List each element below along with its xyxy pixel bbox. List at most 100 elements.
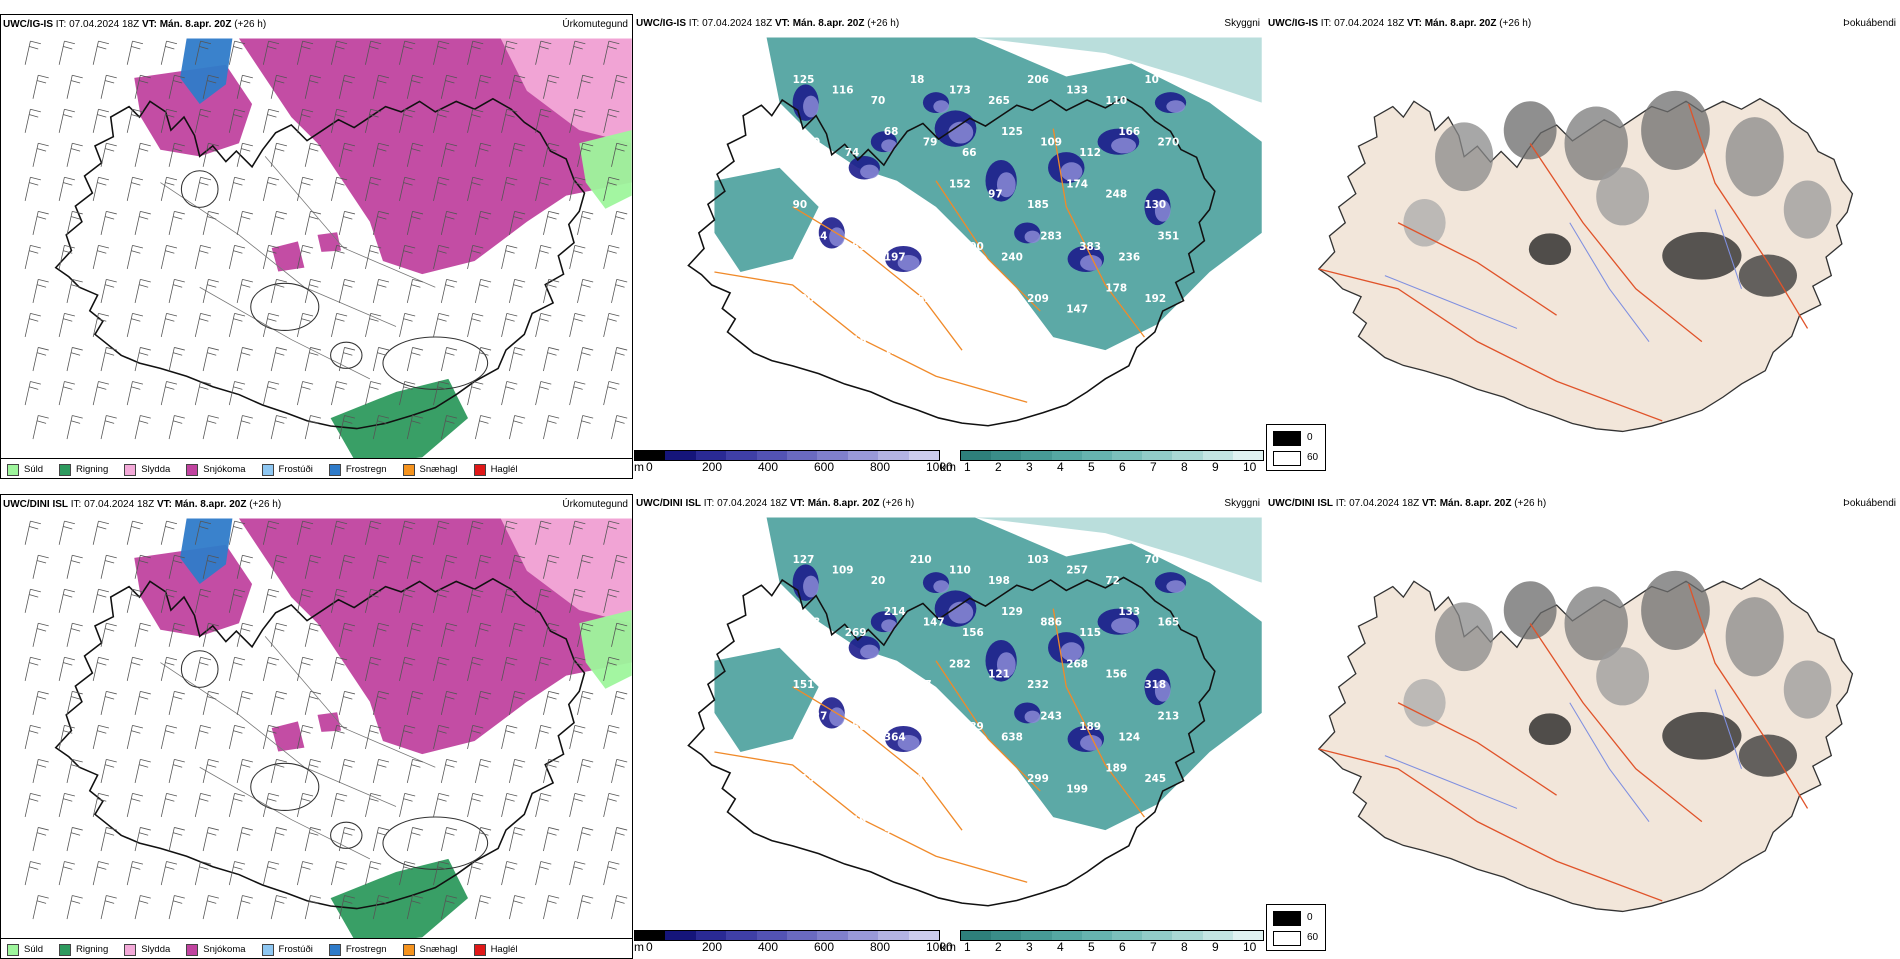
model-name: UWC/IG-IS xyxy=(636,18,686,29)
visibility-tick: 6 xyxy=(1119,460,1126,474)
colorbar-step xyxy=(1051,931,1082,940)
panel-title: Úrkomutegund xyxy=(562,19,628,30)
colorbar-step xyxy=(817,931,848,940)
fog-legend-swatch xyxy=(1273,931,1301,946)
cloud-base-value: 318 xyxy=(1144,679,1166,691)
cloud-base-value: 188 xyxy=(988,283,1010,295)
precip-type-legend: Súld Rigning Slydda Snjókoma Frostúði Frostre… xyxy=(1,938,632,958)
visibility-tick: 9 xyxy=(1212,940,1219,954)
precip-map xyxy=(24,518,632,940)
cloud-base-tick: 800 xyxy=(870,460,891,474)
colorbar-step xyxy=(1172,451,1203,460)
cloud-base-value: 116 xyxy=(832,84,854,96)
cloud-base-value: 88 xyxy=(806,617,820,629)
fog-legend-value: 0 xyxy=(1307,432,1313,443)
model-name: UWC/DINI ISL xyxy=(3,499,68,510)
panel-header: UWC/DINI ISL IT: 07.04.2024 18Z VT: Mán.… xyxy=(636,498,914,509)
cloud-base-value: 86 xyxy=(871,669,885,681)
cloud-base-value: 88 xyxy=(871,189,885,201)
model-name: UWC/DINI ISL xyxy=(1268,498,1333,509)
model-name: UWC/DINI ISL xyxy=(636,498,701,509)
valid-time: VT: Mán. 8.apr. 20Z xyxy=(156,499,247,510)
cloud-base-value: 420 xyxy=(832,783,854,795)
precip-type-legend: Súld Rigning Slydda Snjókoma Frostúði Frostre… xyxy=(1,458,632,478)
cloud-base-value: 283 xyxy=(1040,230,1062,242)
cloud-base-value: 257 xyxy=(1066,564,1088,576)
cloud-base-value: 165 xyxy=(1157,617,1179,629)
cloud-base-value: 110 xyxy=(949,564,971,576)
cloud-base-value: 886 xyxy=(1040,617,1062,629)
cloud-base-value: 236 xyxy=(871,763,893,775)
cloud-base-value: 68 xyxy=(884,126,898,138)
visibility-unit: km xyxy=(940,940,956,954)
cloud-base-value: 227 xyxy=(806,710,828,722)
colorbar-step xyxy=(961,931,992,940)
cloud-base-value: 189 xyxy=(1079,721,1101,733)
cloud-base-value: 103 xyxy=(1027,554,1049,566)
cloud-base-value: 63 xyxy=(910,199,924,211)
colorbar-step xyxy=(1142,451,1173,460)
cloud-base-value: 66 xyxy=(962,147,976,159)
init-time: IT: 07.04.2024 18Z xyxy=(68,499,157,510)
cloud-base-colorbar xyxy=(634,450,940,461)
fog-indicator-panel: UWC/IG-IS IT: 07.04.2024 18Z VT: Mán. 8.… xyxy=(1266,14,1900,479)
cloud-base-value: 285 xyxy=(806,836,828,848)
cloud-base-value: 364 xyxy=(884,731,906,743)
panel-header: UWC/IG-IS IT: 07.04.2024 18Z VT: Mán. 8.… xyxy=(3,19,266,30)
legend-item: Snæhagl xyxy=(402,463,458,476)
cloud-base-value: 240 xyxy=(1001,251,1023,263)
cloud-base-value: 117 xyxy=(910,773,932,785)
lead-time: (+26 h) xyxy=(231,19,267,30)
cloud-base-value: 256 xyxy=(988,763,1010,775)
cloud-base-value: 250 xyxy=(845,721,867,733)
legend-item: Súld xyxy=(7,463,43,476)
cloud-base-value: 268 xyxy=(1066,658,1088,670)
cloud-base-tick: 0 xyxy=(646,460,653,474)
cloud-base-value: 279 xyxy=(923,710,945,722)
cloud-base-unit: m xyxy=(634,460,644,474)
legend-swatch xyxy=(261,463,274,476)
colorbar-step xyxy=(1081,451,1113,460)
panel-title: Þokuábendi xyxy=(1843,498,1896,509)
legend-label: Haglél xyxy=(490,464,518,475)
valid-time: VT: Mán. 8.apr. 20Z xyxy=(1421,498,1512,509)
visibility-tick: 2 xyxy=(995,940,1002,954)
valid-time: VT: Mán. 8.apr. 20Z xyxy=(774,18,865,29)
cloud-base-tick: 600 xyxy=(814,940,835,954)
cloud-base-map: 127 109 20 210 110 198 103 257 72 70 88 269 214 147 15… xyxy=(687,517,1262,907)
cloud-base-value: 142 xyxy=(832,658,854,670)
cloud-base-value: 198 xyxy=(988,575,1010,587)
legend-label: Slydda xyxy=(141,464,171,475)
colorbar-step xyxy=(756,451,788,460)
lead-time: (+26 h) xyxy=(1511,498,1547,509)
fog-legend-value: 60 xyxy=(1307,932,1319,943)
cloud-base-value: 199 xyxy=(1066,783,1088,795)
colorbar-step xyxy=(1202,931,1233,940)
cloud-base-value: 10 xyxy=(1144,74,1158,86)
colorbar-step xyxy=(847,931,879,940)
cloud-base-value: 244 xyxy=(806,230,828,242)
fog-legend-swatch xyxy=(1273,451,1301,466)
colorbar-step xyxy=(847,451,879,460)
legend-label: Frostregn xyxy=(345,464,387,475)
cloud-base-value: 236 xyxy=(1118,251,1140,263)
cloud-base-unit: m xyxy=(634,940,644,954)
cloud-base-value: 147 xyxy=(923,617,945,629)
cloud-base-value: 156 xyxy=(1105,669,1127,681)
colorbar-step xyxy=(1021,931,1052,940)
cloud-base-value: 638 xyxy=(1001,731,1023,743)
cloud-base-value: 125 xyxy=(793,74,815,86)
cloud-base-value: 125 xyxy=(884,345,906,357)
visibility-tick: 6 xyxy=(1119,940,1126,954)
cloud-base-value: 124 xyxy=(1118,731,1140,743)
cloud-base-value: 112 xyxy=(1079,147,1101,159)
fog-legend-value: 0 xyxy=(1307,912,1313,923)
visibility-tick: 3 xyxy=(1026,940,1033,954)
legend-item: Frostúði xyxy=(261,463,313,476)
cloud-base-value: 80 xyxy=(806,137,820,149)
fog-legend-value: 60 xyxy=(1307,452,1319,463)
fog-map xyxy=(1317,90,1854,433)
colorbar-step xyxy=(878,931,909,940)
legend-label: Snæhagl xyxy=(419,464,458,475)
visibility-tick: 2 xyxy=(995,460,1002,474)
